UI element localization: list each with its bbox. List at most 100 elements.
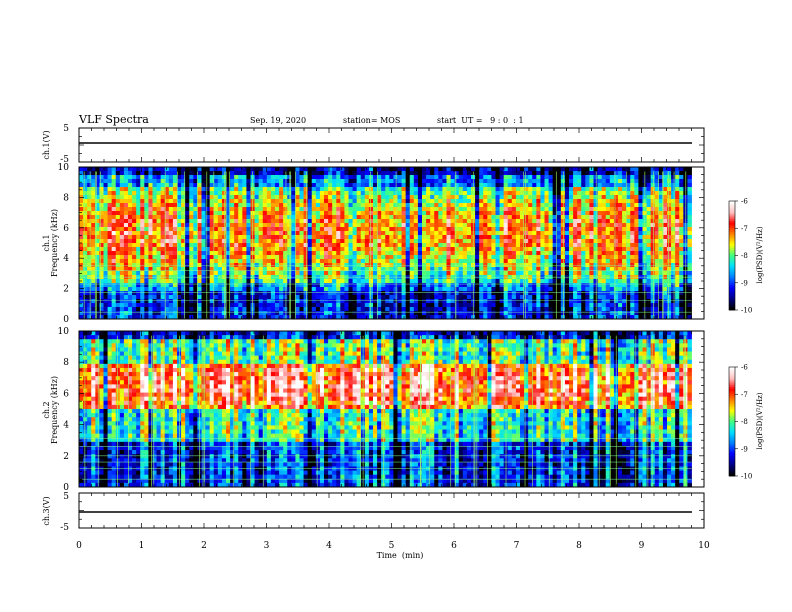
spectrogram-cell (221, 231, 227, 236)
spectrogram-cell (348, 179, 353, 184)
spectrogram-cell (413, 263, 419, 268)
spectrogram-cell (520, 199, 525, 204)
spectrogram-cell (91, 231, 96, 236)
spectrogram-cell (552, 251, 558, 256)
spectrogram-cell (438, 199, 443, 204)
spectrogram-cell (589, 191, 594, 196)
spectrogram-cell (417, 191, 423, 196)
spectrogram-cell (234, 259, 239, 264)
spectrogram-cell (446, 171, 451, 176)
spectrogram-cell (107, 183, 113, 188)
spectrogram-cell (246, 239, 251, 244)
spectrogram-cell (466, 235, 472, 240)
spectrogram-cell (295, 207, 300, 212)
spectrogram-cell (360, 315, 366, 320)
spectrogram-cell (156, 255, 162, 260)
spectrogram-cell (324, 291, 329, 296)
spectrogram-cell (352, 291, 358, 296)
spectrogram-cell (205, 179, 211, 184)
spectrogram-cell (426, 271, 431, 276)
spectrogram-cell (360, 311, 366, 316)
spectrogram-cell (103, 239, 108, 244)
spectrogram-cell (417, 199, 423, 204)
spectrogram-cell (201, 219, 206, 224)
spectrogram-cell (401, 251, 407, 256)
spectrogram-cell (589, 247, 594, 252)
spectrogram-cell (466, 223, 472, 228)
spectrogram-cell (540, 183, 545, 188)
spectrogram-cell (564, 231, 570, 236)
spectrogram-cell (409, 187, 415, 192)
spectrogram-cell (246, 311, 251, 316)
spectrogram-cell (311, 171, 317, 176)
spectrogram-cell (397, 187, 402, 192)
spectrogram-cell (242, 295, 247, 300)
spectrogram-cell (266, 259, 272, 264)
spectrogram-cell (344, 303, 349, 308)
spectrogram-cell (348, 207, 353, 212)
spectrogram-cell (328, 247, 333, 252)
spectrogram-cell (422, 171, 427, 176)
spectrogram-cell (275, 251, 280, 256)
spectrogram-cell (328, 279, 333, 284)
spectrogram-cell (503, 223, 509, 228)
spectrogram-cell (524, 183, 529, 188)
spectrogram-cell (226, 231, 231, 236)
spectrogram-cell (99, 215, 104, 220)
spectrogram-cell (373, 195, 378, 200)
spectrogram-cell (597, 271, 603, 276)
spectrogram-cell (221, 211, 227, 216)
spectrogram-cell (172, 207, 178, 212)
spectrogram-cell (573, 211, 578, 216)
spectrogram-cell (364, 307, 370, 312)
spectrogram-cell (564, 243, 570, 248)
spectrogram-cell (266, 271, 272, 276)
spectrogram-cell (311, 267, 317, 272)
spectrogram-cell (148, 279, 153, 284)
spectrogram-cell (528, 167, 533, 172)
spectrogram-cell (536, 307, 541, 312)
spectrogram-cell (332, 267, 337, 272)
spectrogram-cell (438, 187, 443, 192)
spectrogram-cell (246, 231, 251, 236)
spectrogram-cell (91, 311, 96, 316)
spectrogram-cell (417, 295, 423, 300)
spectrogram-cell (544, 211, 549, 216)
spectrogram-cell (413, 167, 419, 172)
spectrogram-cell (487, 291, 492, 296)
spectrogram-cell (593, 223, 598, 228)
spectrogram-cell (144, 211, 149, 216)
spectrogram-cell (507, 251, 513, 256)
spectrogram-cell (152, 175, 157, 180)
spectrogram-cell (475, 307, 480, 312)
spectrogram-cell (413, 307, 419, 312)
spectrogram-cell (266, 219, 272, 224)
spectrogram-cell (99, 235, 104, 240)
spectrogram-cell (532, 311, 537, 316)
spectrogram-cell (234, 303, 239, 308)
spectrogram-cell (291, 291, 296, 296)
spectrogram-cell (258, 175, 264, 180)
spectrogram-cell (585, 211, 590, 216)
spectrogram-cell (209, 247, 215, 252)
spectrogram-cell (311, 227, 317, 232)
spectrogram-cell (438, 171, 443, 176)
spectrogram-cell (491, 287, 496, 292)
spectrogram-cell (458, 287, 464, 292)
spectrogram-cell (328, 207, 333, 212)
spectrogram-cell (275, 235, 280, 240)
spectrogram-cell (393, 299, 398, 304)
spectrogram-cell (152, 231, 157, 236)
spectrogram-cell (597, 311, 603, 316)
spectrogram-cell (462, 303, 468, 308)
spectrogram-cell (356, 199, 362, 204)
spectrogram-cell (217, 307, 223, 312)
spectrogram-cell (503, 187, 509, 192)
spectrogram-cell (422, 299, 427, 304)
spectrogram-cell (438, 191, 443, 196)
spectrogram-cell (87, 271, 92, 276)
spectrogram-cell (528, 295, 533, 300)
spectrogram-cell (373, 199, 378, 204)
spectrogram-cell (577, 183, 582, 188)
spectrogram-cell (487, 247, 492, 252)
